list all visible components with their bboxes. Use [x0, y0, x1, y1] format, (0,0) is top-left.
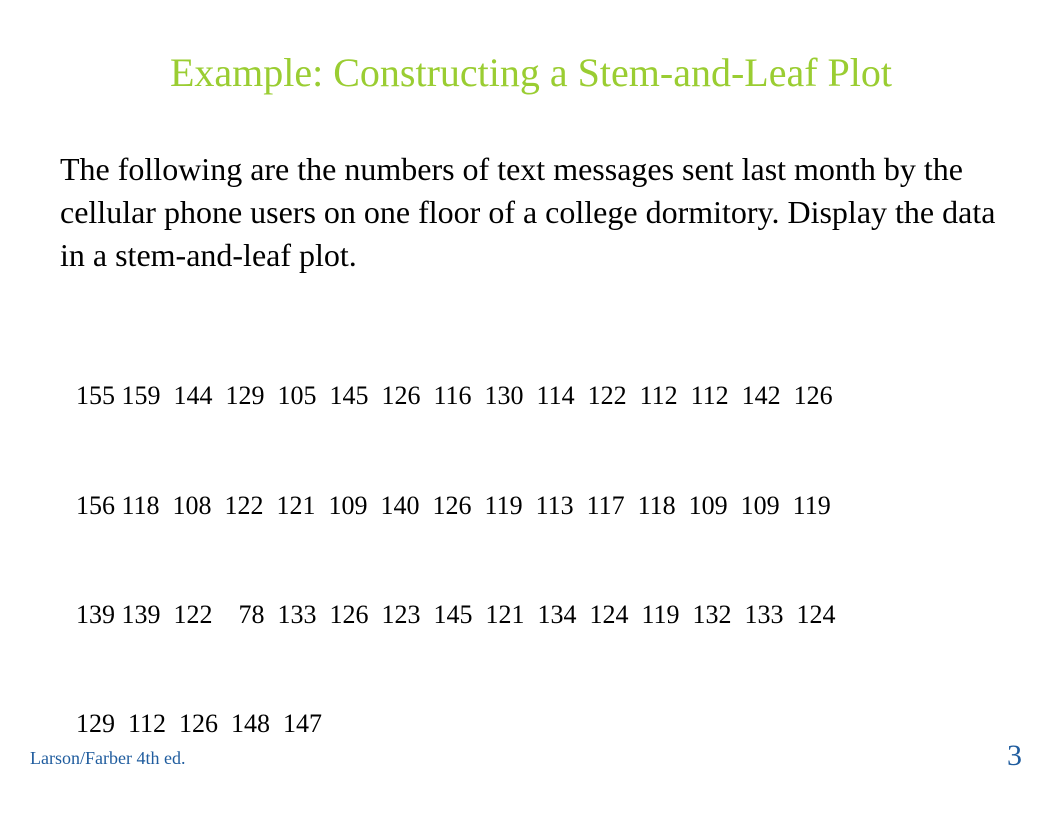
data-row: 155 159 144 129 105 145 126 116 130 114 … — [76, 378, 1002, 414]
data-row: 156 118 108 122 121 109 140 126 119 113 … — [76, 488, 1002, 524]
data-values: 155 159 144 129 105 145 126 116 130 114 … — [60, 306, 1002, 815]
data-row: 129 112 126 148 147 — [76, 706, 1002, 742]
slide-title: Example: Constructing a Stem-and-Leaf Pl… — [60, 48, 1002, 98]
data-row: 139 139 122 78 133 126 123 145 121 134 1… — [76, 597, 1002, 633]
slide-container: Example: Constructing a Stem-and-Leaf Pl… — [0, 0, 1062, 797]
slide-body: The following are the numbers of text me… — [60, 148, 1002, 278]
footer-source: Larson/Farber 4th ed. — [30, 748, 185, 769]
footer-page-number: 3 — [1007, 739, 1022, 773]
